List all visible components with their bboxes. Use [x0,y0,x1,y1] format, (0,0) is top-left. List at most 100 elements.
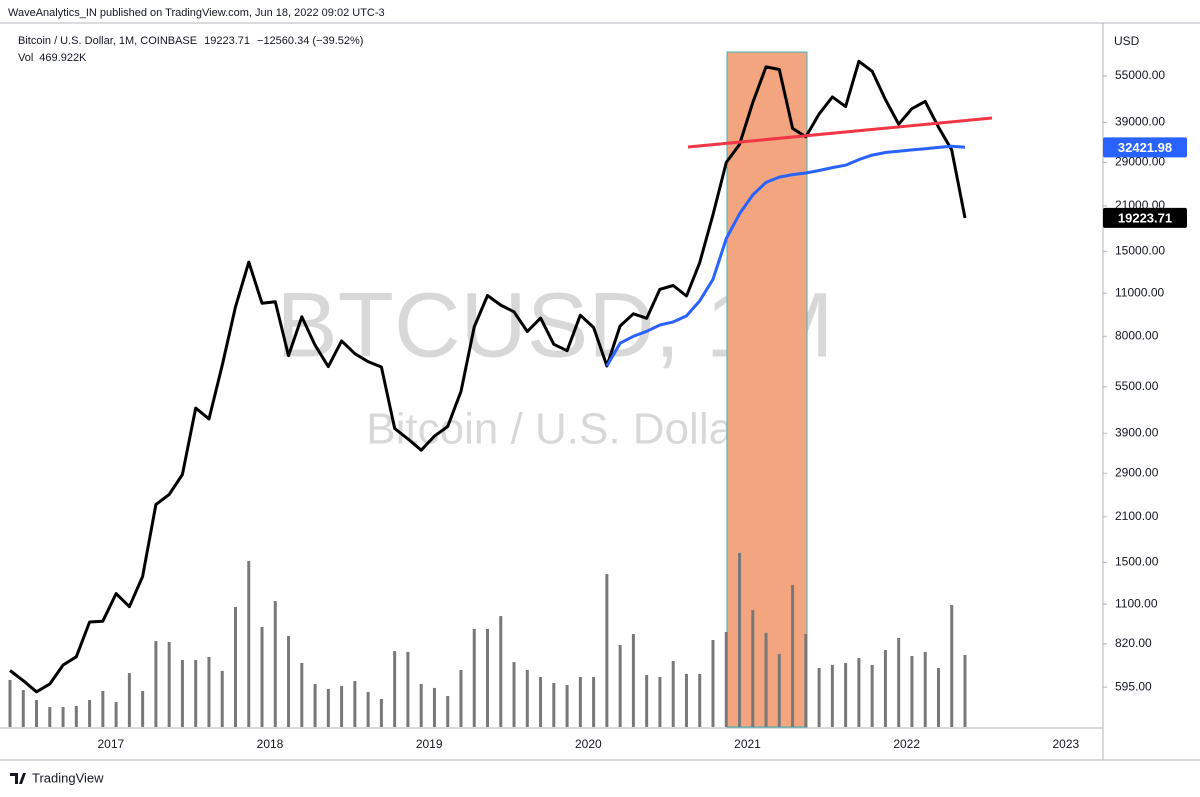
volume-bar [565,685,569,727]
volume-bar [711,639,715,727]
x-tick-label: 2020 [575,737,602,751]
volume-bar [857,658,861,727]
volume-bar [539,677,543,727]
x-tick-label: 2018 [257,737,284,751]
volume-bar [141,690,145,727]
volume-bar [592,677,596,727]
volume-bar [936,668,940,727]
volume-bar [35,700,39,727]
volume-bar [114,702,118,727]
volume-bar [366,692,370,727]
volume-bar [777,653,781,727]
volume-bar [950,605,954,727]
volume-bar [645,675,649,727]
volume-bar [313,683,317,727]
x-tick-label: 2023 [1052,737,1079,751]
volume-bar [48,707,52,727]
volume-bar [486,628,489,727]
volume-bar [910,656,914,727]
price-label-box [1103,137,1187,158]
volume-bar [764,632,768,727]
volume-bar [287,635,291,727]
y-tick-label: 2900.00 [1115,465,1159,479]
volume-bar [260,626,264,727]
volume-bar [247,561,251,727]
volume-bar [167,641,171,727]
volume-bar [698,673,702,727]
volume-bar [684,673,688,727]
legend-price: 19223.71 [204,35,250,47]
y-axis-label: USD [1114,34,1140,48]
volume-bar [751,609,755,727]
price-label: 19223.71 [1118,210,1172,225]
watermark-subtitle: Bitcoin / U.S. Dollar [366,405,747,454]
volume-bar [353,681,357,727]
volume-bar [605,574,609,727]
volume-bar [963,654,967,727]
price-line [605,144,966,367]
volume-bar [300,662,304,727]
volume-bar [419,683,423,727]
trendline [687,116,993,149]
volume-bar [618,645,622,727]
y-tick-label: 15000.00 [1115,244,1165,258]
volume-bar [658,677,662,727]
volume-bar [883,649,887,727]
volume-bar [74,706,78,727]
volume-bar [220,670,224,727]
legend-change: −12560.34 (−39.52%) [257,35,363,47]
y-tick-label: 820.00 [1115,636,1152,650]
volume-bar [406,651,410,727]
volume-bar [844,662,848,727]
legend-title: Bitcoin / U.S. Dollar, 1M, COINBASE [18,35,197,47]
x-tick-label: 2019 [416,737,443,751]
y-tick-label: 3900.00 [1115,425,1159,439]
volume-bar [499,616,503,727]
volume-name: Vol [18,52,33,64]
y-tick-label: 39000.00 [1115,115,1165,129]
volume-bar [101,690,105,727]
volume-bar [88,700,92,727]
volume-bar [738,552,742,727]
volume-bar [923,651,927,727]
volume-bar [61,707,65,727]
volume-bar [379,698,383,727]
volume-bar [154,641,158,727]
volume-bar [8,679,12,727]
volume-bar [817,668,821,727]
volume-bar [180,660,184,727]
y-tick-label: 55000.00 [1115,68,1165,82]
volume-bar [233,607,237,727]
footer-brand: TradingView [32,770,104,785]
volume-bar [724,632,728,727]
volume-bar [830,664,834,727]
y-tick-label: 5500.00 [1115,379,1159,393]
volume-bar [207,656,211,727]
legend-main: Bitcoin / U.S. Dollar, 1M, COINBASE 19223… [18,35,363,47]
volume-bar [194,660,198,727]
volume-bar [525,670,529,727]
price-label: 32421.98 [1118,140,1172,155]
volume-bar [791,584,795,727]
volume-bar [804,633,808,727]
volume-bar [340,685,344,727]
y-tick-label: 595.00 [1115,679,1152,693]
volume-bar [326,689,330,727]
volume-bar [472,628,476,727]
volume-bar [127,673,131,727]
volume-bar [578,677,582,727]
volume-bar [512,662,516,727]
y-tick-label: 1100.00 [1115,596,1158,610]
volume-bar [459,670,463,727]
footer-logo [10,773,26,784]
volume-bar [671,660,675,727]
x-tick-label: 2021 [734,737,761,751]
volume-bar [393,651,397,727]
y-tick-label: 8000.00 [1115,328,1159,342]
publish-info: WaveAnalytics_IN published on TradingVie… [8,7,385,19]
y-tick-label: 29000.00 [1115,155,1165,169]
y-tick-label: 11000.00 [1115,285,1164,299]
volume-value: 469.922K [39,52,87,64]
